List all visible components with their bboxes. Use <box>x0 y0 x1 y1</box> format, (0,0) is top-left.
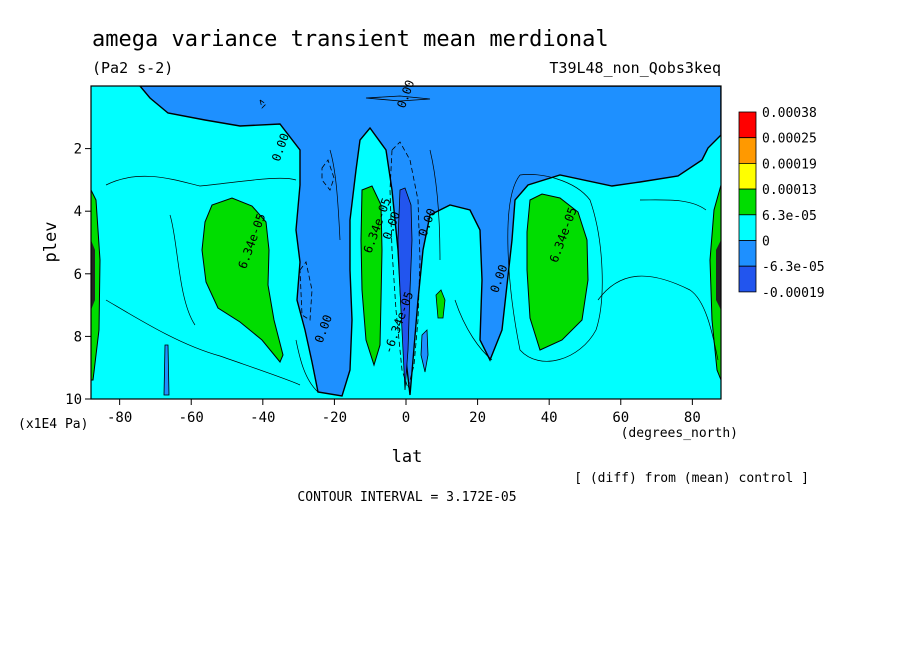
dashed-contours <box>259 99 421 390</box>
y-axis-units: (x1E4 Pa) <box>18 417 88 432</box>
y-tick-label: 4 <box>74 204 82 220</box>
x-axis: -80 -60 -40 -20 0 20 40 60 80 <box>107 399 701 426</box>
colorbar-swatch <box>738 188 757 216</box>
x-tick-label: 40 <box>541 410 558 426</box>
y-tick-label: 6 <box>74 267 82 283</box>
colorbar-level-label: 0 <box>762 235 770 250</box>
y-axis: 2 4 6 8 10 <box>65 142 91 408</box>
y-tick-label: 8 <box>74 329 82 345</box>
colorbar-swatch <box>738 111 757 139</box>
dark-edge-south <box>91 240 95 310</box>
y-tick-label: 2 <box>74 142 82 158</box>
diff-note: [ (diff) from (mean) control ] <box>574 471 809 486</box>
colorbar-level-label: -0.00019 <box>762 286 825 301</box>
positive-edge-south <box>91 189 101 381</box>
colorbar-swatch <box>738 240 757 267</box>
x-axis-units: (degrees_north) <box>621 426 738 441</box>
chart-title: amega variance transient mean merdional <box>92 27 609 52</box>
x-tick-label: -40 <box>250 410 275 426</box>
positive-region-southern <box>201 197 284 363</box>
colorbar-level-label: -6.3e-05 <box>762 260 825 275</box>
positive-region-northern <box>526 193 589 351</box>
colorbar: 0.00038 0.00025 0.00019 0.00013 6.3e-05 0 -6.3… <box>738 106 825 301</box>
x-axis-label: lat <box>392 447 423 467</box>
x-tick-label: 20 <box>469 410 486 426</box>
positive-region-equatorial <box>360 185 383 367</box>
run-label: T39L48_non_Qobs3keq <box>549 59 721 77</box>
x-tick-label: 0 <box>402 410 410 426</box>
thin-contours <box>105 149 719 393</box>
negative-small-blob <box>420 329 429 373</box>
colorbar-level-label: 0.00013 <box>762 183 817 198</box>
x-tick-label: -80 <box>107 410 132 426</box>
colorbar-swatch <box>738 162 757 190</box>
x-tick-label: 80 <box>684 410 701 426</box>
colorbar-swatch <box>738 137 757 164</box>
colorbar-swatch <box>738 214 757 241</box>
x-tick-label: 60 <box>612 410 629 426</box>
positive-edge-north <box>709 184 721 381</box>
negative-streak <box>365 95 431 102</box>
contour-field <box>91 86 721 399</box>
contour-interval: CONTOUR INTERVAL = 3.172E-05 <box>297 490 516 505</box>
units-label: (Pa2 s-2) <box>92 59 173 77</box>
colorbar-level-label: 6.3e-05 <box>762 209 817 224</box>
negative-column <box>163 344 170 396</box>
y-tick-label: 10 <box>65 392 82 408</box>
positive-small-blob <box>435 289 446 319</box>
y-axis-label: plev <box>41 222 61 263</box>
colorbar-level-label: 0.00038 <box>762 106 817 121</box>
x-tick-label: -20 <box>322 410 347 426</box>
x-tick-label: -60 <box>179 410 204 426</box>
dark-edge-north <box>716 240 721 310</box>
colorbar-swatch <box>738 265 757 293</box>
colorbar-level-label: 0.00025 <box>762 132 817 147</box>
colorbar-level-label: 0.00019 <box>762 157 817 172</box>
negative-core <box>397 187 413 391</box>
